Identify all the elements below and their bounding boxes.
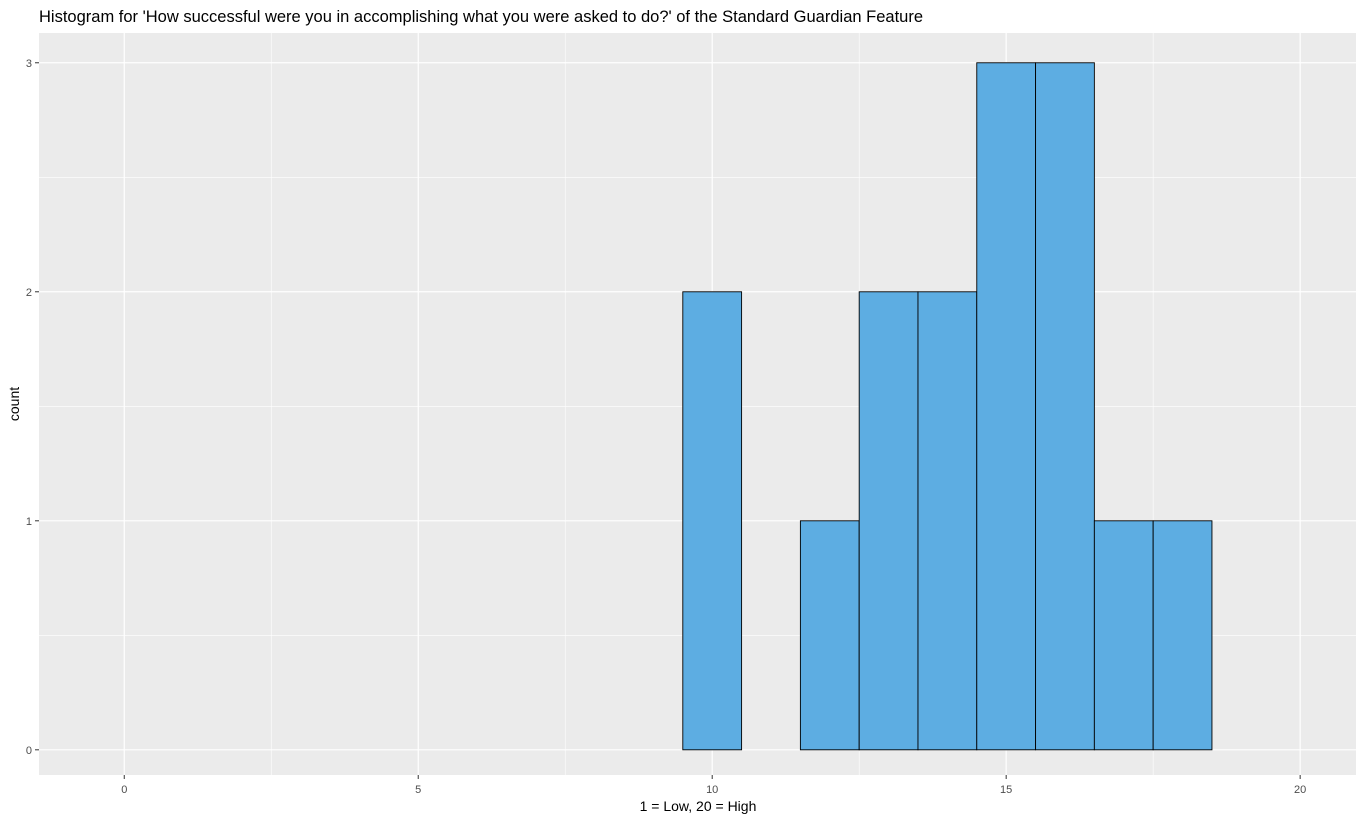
x-tick-label: 5 xyxy=(415,784,421,796)
y-tick-label: 3 xyxy=(26,58,32,70)
x-tick-label: 10 xyxy=(706,784,718,796)
y-tick-label: 2 xyxy=(26,287,32,299)
chart-title: Histogram for 'How successful were you i… xyxy=(39,8,923,26)
y-tick-label: 1 xyxy=(26,516,32,528)
x-tick-label: 15 xyxy=(1000,784,1012,796)
histogram-bar-12 xyxy=(799,520,860,751)
x-axis: 0 5 10 15 20 xyxy=(121,775,1306,796)
histogram-bar-18 xyxy=(1152,520,1213,751)
histogram-bar-16 xyxy=(1035,62,1095,751)
histogram-bars xyxy=(682,62,1213,751)
y-axis: 0 1 2 3 xyxy=(26,58,39,757)
histogram-bar-15 xyxy=(976,62,1037,751)
x-tick-label: 20 xyxy=(1294,784,1306,796)
y-tick-label: 0 xyxy=(26,745,32,757)
histogram-bar-13 xyxy=(858,291,919,751)
x-axis-title: 1 = Low, 20 = High xyxy=(640,798,757,814)
x-tick-label: 0 xyxy=(121,784,127,796)
histogram-bar-10 xyxy=(682,291,743,751)
histogram-bar-17 xyxy=(1093,520,1154,751)
histogram-bar-14 xyxy=(917,291,978,751)
y-axis-title: count xyxy=(6,387,22,421)
